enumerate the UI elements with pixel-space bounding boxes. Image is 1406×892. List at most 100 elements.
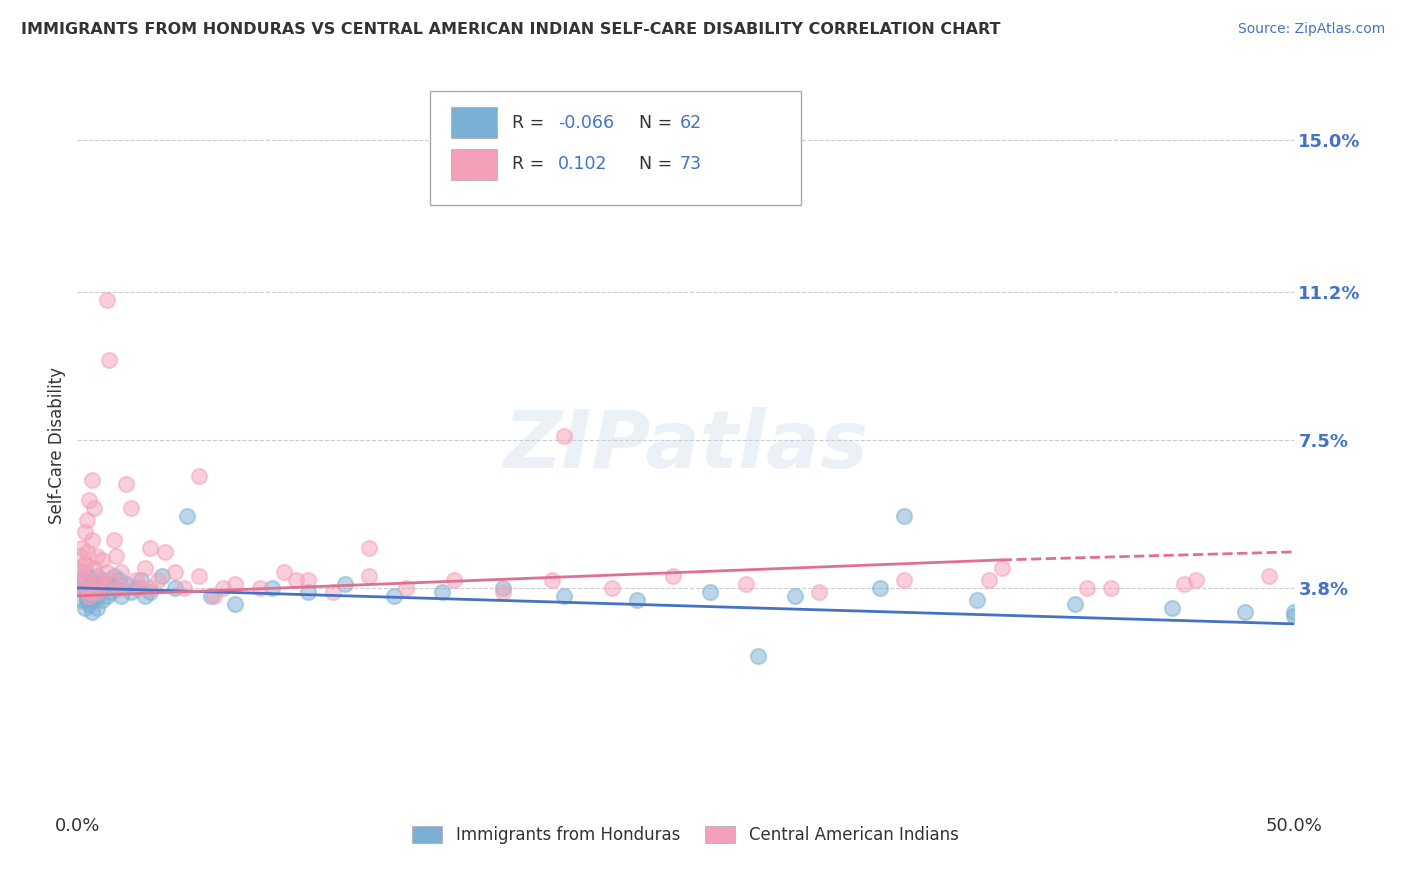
Point: [297, 585, 319, 599]
Text: -0.066: -0.066: [558, 113, 614, 132]
Text: N =: N =: [628, 113, 678, 132]
Point: [110, 581, 132, 595]
Point: [979, 573, 1001, 587]
Point: [176, 508, 198, 523]
Point: [163, 565, 186, 579]
Legend: Immigrants from Honduras, Central American Indians: Immigrants from Honduras, Central Americ…: [406, 820, 965, 851]
Point: [100, 585, 122, 599]
Point: [1282, 605, 1305, 619]
Point: [188, 469, 211, 483]
Point: [79, 589, 101, 603]
Point: [152, 569, 174, 583]
Point: [869, 581, 891, 595]
Point: [359, 541, 381, 555]
Point: [139, 581, 162, 595]
Point: [188, 569, 211, 583]
Point: [893, 573, 915, 587]
Point: [212, 581, 235, 595]
Point: [83, 500, 105, 515]
Point: [90, 553, 112, 567]
Point: [1063, 597, 1085, 611]
Point: [86, 600, 108, 615]
Point: [249, 581, 271, 595]
Point: [285, 573, 308, 587]
Point: [553, 589, 575, 603]
Point: [83, 593, 105, 607]
Point: [73, 581, 96, 595]
Point: [76, 589, 98, 603]
Point: [86, 573, 108, 587]
Point: [492, 581, 515, 595]
Point: [120, 500, 142, 515]
Text: N =: N =: [628, 155, 678, 173]
Point: [139, 585, 162, 599]
Point: [492, 585, 515, 599]
Point: [553, 429, 575, 443]
Point: [359, 569, 381, 583]
Point: [103, 569, 125, 583]
Point: [107, 581, 129, 595]
Point: [163, 581, 186, 595]
Point: [1173, 577, 1195, 591]
Point: [443, 573, 465, 587]
Point: [808, 585, 831, 599]
Point: [173, 581, 195, 595]
Point: [96, 565, 118, 579]
Point: [80, 585, 103, 599]
Point: [76, 573, 98, 587]
Point: [76, 513, 98, 527]
Point: [110, 589, 132, 603]
Point: [1233, 605, 1256, 619]
Point: [699, 585, 721, 599]
Point: [70, 593, 93, 607]
Point: [96, 589, 118, 603]
Text: Source: ZipAtlas.com: Source: ZipAtlas.com: [1237, 22, 1385, 37]
Point: [79, 597, 101, 611]
Point: [76, 569, 98, 583]
Point: [107, 573, 129, 587]
Point: [1185, 573, 1208, 587]
Point: [120, 585, 142, 599]
Point: [735, 577, 758, 591]
Point: [893, 508, 915, 523]
Point: [79, 585, 101, 599]
Point: [76, 545, 98, 559]
Point: [382, 589, 405, 603]
Point: [86, 585, 108, 599]
Point: [224, 597, 246, 611]
Point: [73, 600, 96, 615]
Point: [103, 533, 125, 547]
Point: [747, 648, 769, 663]
Point: [115, 577, 138, 591]
FancyBboxPatch shape: [430, 91, 801, 204]
Point: [783, 589, 806, 603]
FancyBboxPatch shape: [451, 149, 496, 180]
Point: [662, 569, 685, 583]
Point: [69, 565, 91, 579]
Point: [322, 585, 344, 599]
Point: [1076, 581, 1098, 595]
Point: [146, 573, 169, 587]
Point: [540, 573, 562, 587]
Point: [79, 492, 101, 507]
Point: [395, 581, 418, 595]
Text: R =: R =: [512, 113, 550, 132]
Point: [297, 573, 319, 587]
Point: [86, 589, 108, 603]
Point: [260, 581, 283, 595]
Point: [1099, 581, 1122, 595]
Point: [86, 549, 108, 563]
Text: R =: R =: [512, 155, 550, 173]
Point: [80, 605, 103, 619]
Text: 62: 62: [679, 113, 702, 132]
Point: [105, 549, 128, 563]
Point: [1258, 569, 1281, 583]
Point: [990, 561, 1012, 575]
Point: [626, 593, 648, 607]
Point: [86, 569, 108, 583]
Point: [96, 293, 118, 307]
Point: [80, 533, 103, 547]
Point: [76, 593, 98, 607]
Point: [430, 585, 453, 599]
Point: [202, 589, 225, 603]
